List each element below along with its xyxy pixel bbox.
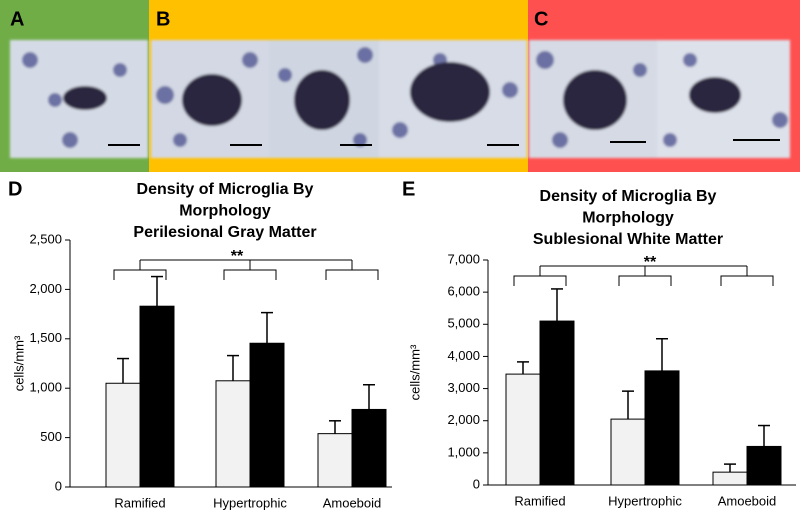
chart-title: Morphology <box>582 210 674 227</box>
error-bar <box>724 463 736 473</box>
x-tick-label: Hypertrophic <box>608 493 682 508</box>
bracket-line <box>223 269 277 280</box>
y-tick-label: 4,000 <box>447 348 480 363</box>
bar <box>249 342 285 488</box>
error-bar <box>622 390 634 420</box>
error-bar <box>656 338 668 371</box>
x-tick-label: Amoeboid <box>323 495 382 510</box>
bracket-line <box>513 275 567 286</box>
y-tick-label: 1,500 <box>29 330 62 345</box>
panel-label: A <box>10 8 24 30</box>
error-bar <box>117 357 129 384</box>
error-bar <box>551 288 563 322</box>
panel-label: D <box>8 178 22 200</box>
bar <box>215 380 251 488</box>
bar <box>644 370 680 486</box>
y-tick-label: 0 <box>55 478 62 493</box>
bar <box>746 445 782 486</box>
x-tick-label: Ramified <box>514 493 565 508</box>
panel-label: E <box>402 178 415 200</box>
bracket-line <box>325 269 379 280</box>
chart-title: Sublesional White Matter <box>533 231 723 248</box>
scale-bars <box>108 139 780 146</box>
error-bar <box>329 420 341 434</box>
significance-bracket <box>113 259 379 280</box>
micrographs <box>10 40 790 158</box>
y-tick-label: 0 <box>473 476 480 491</box>
chart-title: Morphology <box>179 203 271 220</box>
bar <box>712 471 748 486</box>
error-bar <box>517 361 529 375</box>
y-tick-label: 7,000 <box>447 251 480 266</box>
error-bar <box>758 424 770 447</box>
bar <box>139 305 175 488</box>
chart-title: Density of Microglia By <box>540 188 717 205</box>
significance-label: ** <box>644 254 657 271</box>
y-tick-label: 2,000 <box>29 281 62 296</box>
y-tick-label: 1,000 <box>29 380 62 395</box>
bracket-line <box>720 275 774 286</box>
error-bar <box>151 275 163 307</box>
error-bar <box>363 383 375 410</box>
bar <box>351 408 387 488</box>
panel-label: B <box>156 8 170 30</box>
bracket-line <box>618 275 672 286</box>
x-tick-label: Hypertrophic <box>213 495 287 510</box>
bar <box>505 373 541 486</box>
y-tick-label: 6,000 <box>447 284 480 299</box>
significance-bracket <box>513 265 774 286</box>
bracket-line <box>113 269 167 280</box>
x-tick-label: Amoeboid <box>718 493 777 508</box>
y-tick-label: 5,000 <box>447 316 480 331</box>
bar <box>610 418 646 486</box>
panel-label: C <box>534 8 548 30</box>
y-tick-label: 2,500 <box>29 231 62 246</box>
y-axis-label: cells/mm³ <box>407 344 422 400</box>
chart-title: Perilesional Gray Matter <box>133 224 316 241</box>
y-tick-label: 500 <box>40 429 62 444</box>
bar <box>317 433 353 488</box>
error-bar <box>227 354 239 381</box>
bar <box>105 382 141 488</box>
chart-title: Density of Microglia By <box>137 181 314 198</box>
y-tick-label: 1,000 <box>447 444 480 459</box>
x-tick-label: Ramified <box>114 495 165 510</box>
y-axis-label: cells/mm³ <box>11 335 26 391</box>
significance-label: ** <box>231 248 244 265</box>
error-bar <box>261 311 273 344</box>
y-tick-label: 2,000 <box>447 412 480 427</box>
y-tick-label: 3,000 <box>447 380 480 395</box>
bar <box>539 320 575 486</box>
